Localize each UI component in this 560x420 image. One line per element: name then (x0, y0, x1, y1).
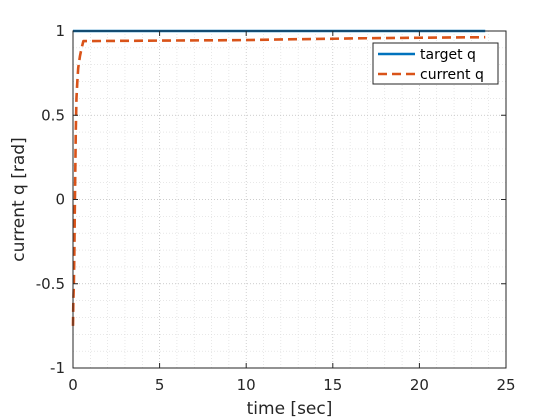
x-tick-label: 5 (155, 376, 165, 394)
x-tick-label: 25 (496, 376, 515, 394)
y-tick-label: 0 (55, 191, 65, 209)
y-axis-label: current q [rad] (9, 137, 29, 261)
y-tick-label: -0.5 (36, 275, 65, 293)
x-tick-label: 15 (323, 376, 342, 394)
minor-grid (73, 31, 506, 368)
y-tick-label: 1 (55, 22, 65, 40)
axis-ticks (72, 30, 507, 369)
tick-labels: 0 5 10 15 20 25 -1 -0.5 0 0.5 1 (36, 22, 516, 394)
x-tick-label: 20 (410, 376, 429, 394)
y-tick-label: -1 (50, 359, 65, 377)
legend-label-target-q: target q (420, 47, 476, 63)
x-tick-label: 0 (68, 376, 78, 394)
legend: target q current q (372, 42, 499, 85)
series-line-current-q (71, 35, 486, 326)
y-tick-label: 0.5 (41, 106, 65, 124)
legend-box (372, 42, 499, 85)
x-axis-label: time [sec] (247, 399, 333, 419)
legend-label-current-q: current q (420, 67, 484, 83)
x-tick-label: 10 (237, 376, 256, 394)
